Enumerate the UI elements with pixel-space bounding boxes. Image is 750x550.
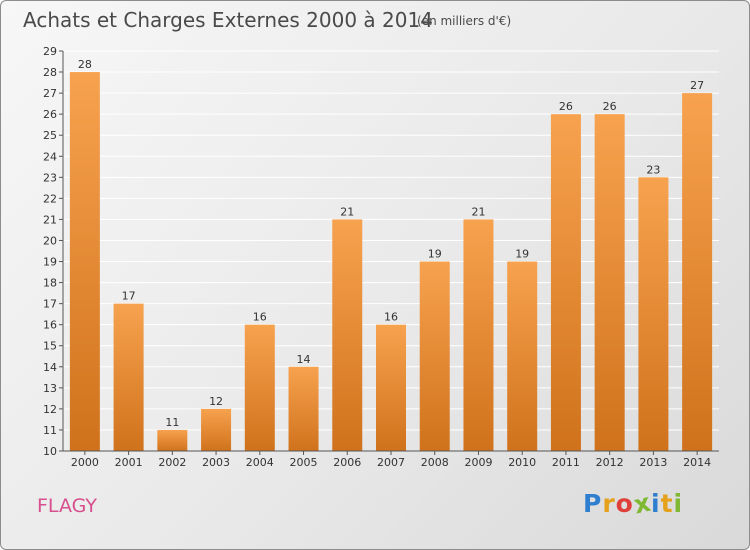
bar-2007[interactable] bbox=[376, 324, 406, 451]
bar-2013[interactable] bbox=[638, 177, 669, 451]
data-label: 17 bbox=[122, 290, 136, 303]
y-tick-label: 12 bbox=[43, 403, 57, 416]
y-tick-label: 11 bbox=[43, 424, 57, 437]
y-tick-label: 23 bbox=[43, 171, 57, 184]
x-tick-label: 2009 bbox=[464, 456, 492, 469]
x-tick-label: 2002 bbox=[158, 456, 186, 469]
data-label: 23 bbox=[646, 163, 660, 176]
y-tick-label: 18 bbox=[43, 277, 57, 290]
y-tick-label: 29 bbox=[43, 45, 57, 58]
x-tick-label: 2001 bbox=[115, 456, 143, 469]
data-label: 19 bbox=[428, 248, 442, 261]
data-label: 19 bbox=[515, 248, 529, 261]
bar-2004[interactable] bbox=[244, 324, 275, 451]
data-label: 21 bbox=[340, 205, 354, 218]
x-tick-label: 2007 bbox=[377, 456, 405, 469]
y-tick-label: 17 bbox=[43, 298, 57, 311]
data-label: 21 bbox=[471, 205, 485, 218]
bar-2011[interactable] bbox=[550, 114, 581, 451]
y-tick-label: 14 bbox=[43, 361, 57, 374]
y-tick-label: 19 bbox=[43, 256, 57, 269]
y-tick-label: 25 bbox=[43, 129, 57, 142]
x-tick-label: 2004 bbox=[246, 456, 274, 469]
axes: 10 11 12 13 14 15 16 17 18 19 20 21 22 23 24 25 26 27 28 29… bbox=[43, 45, 719, 469]
data-label: 16 bbox=[253, 311, 267, 324]
bars: 28 17 11 12 16 14 21 16 19 21 19 26 26 23 27 bbox=[69, 58, 713, 452]
x-tick-label: 2012 bbox=[596, 456, 624, 469]
x-tick-label: 2006 bbox=[333, 456, 361, 469]
x-tick-label: 2010 bbox=[508, 456, 536, 469]
bar-2012[interactable] bbox=[594, 114, 625, 451]
y-tick-label: 10 bbox=[43, 445, 57, 458]
data-label: 28 bbox=[78, 58, 92, 71]
logo-letter: o bbox=[615, 489, 634, 518]
proxiti-logo[interactable]: Proxiti bbox=[583, 488, 684, 520]
logo-letter: i bbox=[651, 489, 661, 518]
data-label: 12 bbox=[209, 395, 223, 408]
data-label: 11 bbox=[165, 416, 179, 429]
bar-2000[interactable] bbox=[69, 72, 100, 451]
y-tick-label: 24 bbox=[43, 150, 57, 163]
x-tick-label: 2000 bbox=[71, 456, 99, 469]
y-tick-label: 26 bbox=[43, 108, 57, 121]
bar-2008[interactable] bbox=[419, 261, 450, 451]
y-tick-label: 20 bbox=[43, 234, 57, 247]
x-tick-label: 2008 bbox=[421, 456, 449, 469]
bar-2005[interactable] bbox=[288, 366, 319, 451]
y-tick-label: 16 bbox=[43, 319, 57, 332]
y-tick-label: 22 bbox=[43, 192, 57, 205]
data-label: 14 bbox=[297, 353, 311, 366]
y-tick-label: 28 bbox=[43, 66, 57, 79]
x-tick-label: 2003 bbox=[202, 456, 230, 469]
bar-2009[interactable] bbox=[463, 219, 494, 451]
data-label: 26 bbox=[559, 100, 573, 113]
y-tick-label: 27 bbox=[43, 87, 57, 100]
bar-2010[interactable] bbox=[507, 261, 538, 451]
logo-letter: P bbox=[583, 489, 603, 518]
x-tick-label: 2014 bbox=[683, 456, 711, 469]
bar-2003[interactable] bbox=[201, 408, 232, 451]
chart-title: Achats et Charges Externes 2000 à 2014 bbox=[23, 8, 433, 32]
bar-2001[interactable] bbox=[113, 303, 144, 451]
bar-2002[interactable] bbox=[157, 429, 188, 451]
chart-subtitle: (en milliers d'€) bbox=[417, 14, 512, 28]
y-tick-label: 13 bbox=[43, 382, 57, 395]
commune-name: FLAGY bbox=[37, 495, 97, 517]
bar-2014[interactable] bbox=[682, 93, 713, 452]
x-tick-label: 2005 bbox=[290, 456, 318, 469]
x-tick-label: 2011 bbox=[552, 456, 580, 469]
logo-letter: t bbox=[660, 489, 674, 518]
data-label: 26 bbox=[603, 100, 617, 113]
logo-letter: r bbox=[602, 489, 616, 518]
y-tick-label: 21 bbox=[43, 213, 57, 226]
y-tick-label: 15 bbox=[43, 340, 57, 353]
x-tick-label: 2013 bbox=[639, 456, 667, 469]
logo-letter: i bbox=[673, 489, 684, 518]
data-label: 27 bbox=[690, 79, 704, 92]
bar-2006[interactable] bbox=[332, 219, 363, 451]
data-label: 16 bbox=[384, 311, 398, 324]
